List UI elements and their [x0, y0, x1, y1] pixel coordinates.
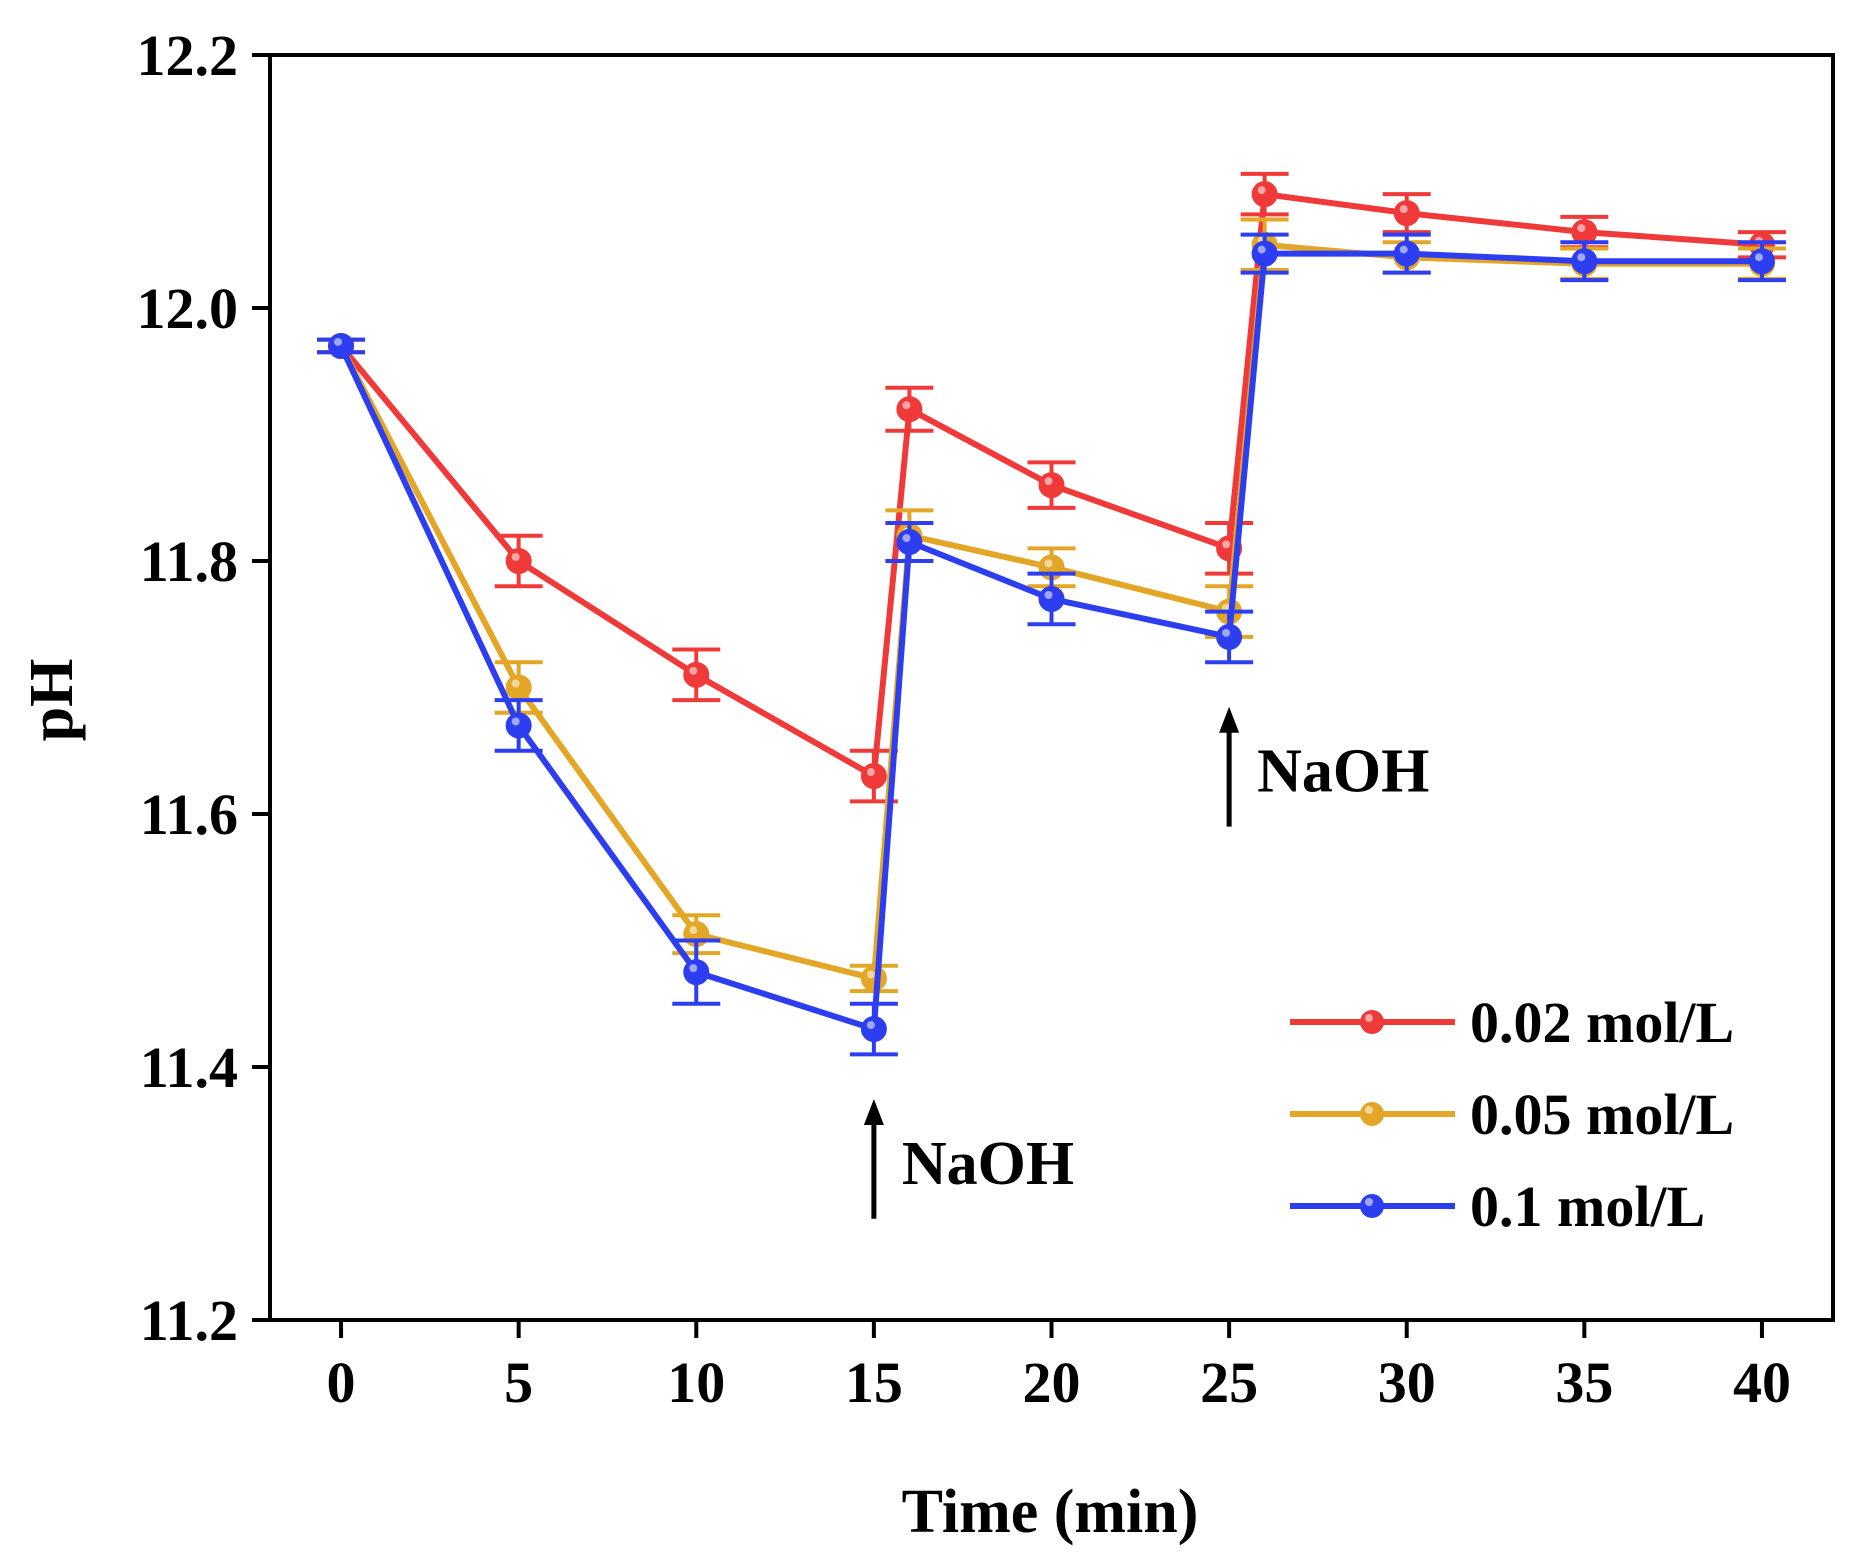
x-tick-label: 5 — [504, 1350, 533, 1415]
legend-swatch-highlight — [1365, 1106, 1373, 1114]
x-tick-label: 10 — [667, 1350, 725, 1415]
series-layer — [317, 171, 1786, 1057]
legend-item: 0.05 mol/L — [1290, 1082, 1734, 1147]
annotation-label: NaOH — [902, 1130, 1074, 1198]
x-axis-title: Time (min) — [902, 1478, 1199, 1546]
data-point — [1251, 181, 1278, 208]
data-point-highlight — [866, 970, 875, 979]
data-point — [1748, 248, 1775, 275]
data-point-highlight — [1222, 628, 1231, 637]
data-point-highlight — [1754, 253, 1763, 262]
y-tick-label: 12.2 — [137, 23, 239, 88]
data-point-highlight — [334, 337, 343, 346]
legend-item: 0.02 mol/L — [1290, 990, 1734, 1055]
series-2 — [317, 232, 1786, 1057]
annotation-naoh: NaOH — [863, 1098, 1074, 1219]
data-point-highlight — [1399, 245, 1408, 254]
data-point — [1038, 472, 1065, 499]
data-point — [860, 1016, 887, 1043]
data-point — [896, 529, 923, 556]
data-point-highlight — [1044, 590, 1053, 599]
legend-swatch-highlight — [1365, 1198, 1373, 1206]
data-point — [1251, 240, 1278, 267]
y-tick-label: 12.0 — [137, 276, 239, 341]
x-tick-label: 15 — [845, 1350, 903, 1415]
x-tick-label: 0 — [327, 1350, 356, 1415]
legend-swatch-marker — [1360, 1194, 1384, 1218]
data-point — [1393, 240, 1420, 267]
data-point-highlight — [689, 666, 698, 675]
data-point — [505, 674, 532, 701]
data-point-highlight — [1399, 205, 1408, 214]
data-point-highlight — [689, 964, 698, 973]
data-point-highlight — [866, 1021, 875, 1030]
legend-item: 0.1 mol/L — [1290, 1174, 1705, 1239]
data-point-highlight — [511, 717, 520, 726]
annotation-label: NaOH — [1257, 738, 1429, 806]
y-axis-title: pH — [18, 659, 86, 742]
x-tick-label: 20 — [1023, 1350, 1081, 1415]
legend-swatch-highlight — [1365, 1014, 1373, 1022]
data-point-highlight — [511, 553, 520, 561]
data-point-highlight — [511, 679, 520, 688]
data-point — [1216, 623, 1243, 650]
data-point-highlight — [866, 768, 875, 777]
data-point-highlight — [1577, 253, 1586, 262]
x-tick-label: 30 — [1378, 1350, 1436, 1415]
x-tick-label: 40 — [1733, 1350, 1791, 1415]
data-point-highlight — [1577, 224, 1586, 233]
y-tick-label: 11.6 — [140, 782, 238, 847]
data-point-highlight — [1044, 477, 1053, 486]
legend-label: 0.02 mol/L — [1470, 990, 1734, 1055]
data-point-highlight — [689, 926, 698, 935]
legend-swatch-marker — [1360, 1010, 1384, 1034]
data-point-highlight — [1257, 245, 1266, 254]
data-point-highlight — [1222, 540, 1231, 549]
legend-layer: 0.02 mol/L 0.05 mol/L 0.1 mol/L — [1290, 990, 1734, 1239]
legend-label: 0.05 mol/L — [1470, 1082, 1734, 1147]
data-point-highlight — [902, 401, 911, 410]
data-point — [1038, 585, 1065, 612]
arrow-up-icon — [863, 1098, 884, 1125]
series-0 — [317, 171, 1786, 804]
arrow-up-icon — [1219, 706, 1240, 733]
legend-label: 0.1 mol/L — [1470, 1174, 1705, 1239]
y-tick-label: 11.2 — [140, 1288, 238, 1353]
ticks-layer: 0 5 10 15 20 25 30 35 40 11.2 11.4 11.6 11.8 12.0 12.2 — [137, 23, 1791, 1415]
data-point — [328, 332, 355, 359]
series-line — [338, 250, 1762, 1033]
data-point — [1571, 248, 1598, 275]
data-point-highlight — [1044, 559, 1053, 568]
data-point — [1393, 200, 1420, 227]
x-tick-label: 35 — [1555, 1350, 1613, 1415]
data-point — [683, 959, 710, 986]
data-point — [860, 763, 887, 790]
data-point — [505, 712, 532, 739]
data-point-highlight — [902, 534, 911, 543]
x-tick-label: 25 — [1200, 1350, 1258, 1415]
y-tick-label: 11.8 — [140, 529, 238, 594]
annotation-layer: NaOH NaOH — [863, 706, 1429, 1219]
annotation-naoh: NaOH — [1219, 706, 1429, 827]
data-point — [860, 965, 887, 992]
data-point — [896, 396, 923, 423]
legend-swatch-marker — [1360, 1102, 1384, 1126]
data-point — [683, 661, 710, 688]
data-point-highlight — [1257, 186, 1266, 195]
data-point — [505, 548, 532, 574]
y-tick-label: 11.4 — [140, 1035, 238, 1100]
